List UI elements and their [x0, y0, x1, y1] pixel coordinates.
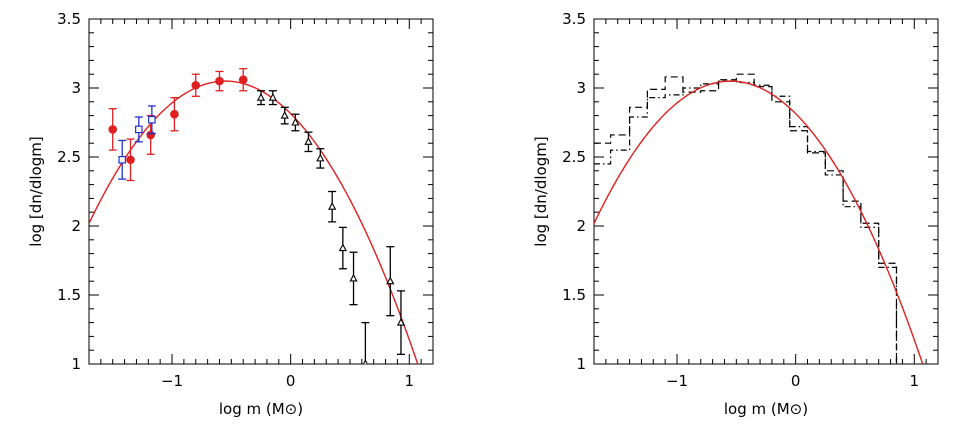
data-point-triangle: [338, 243, 347, 252]
data-point-circle: [191, 80, 201, 90]
x-tick-label: 0: [286, 372, 296, 390]
y-tick-label: 2.5: [57, 148, 81, 166]
x-tick-label: 0: [791, 372, 801, 390]
data-point-circle: [238, 75, 248, 85]
x-axis-label: log m (M⊙): [724, 400, 808, 418]
x-tick-label: −1: [666, 372, 688, 390]
data-point-square: [135, 125, 143, 134]
y-tick-label: 3.5: [57, 10, 81, 28]
data-point-circle: [146, 130, 155, 140]
data-point-square: [118, 155, 127, 164]
data-point-triangle: [256, 92, 266, 101]
y-axis-label: log [dn/dlogm]: [532, 136, 550, 246]
data-point-triangle: [316, 153, 325, 162]
data-point-triangle: [291, 117, 300, 126]
left-panel: −1 0 1 1 1.5 2 2.5 3 3.5 log m (M⊙) log [dn/dlogm]: [27, 10, 434, 418]
data-layer: [594, 73, 924, 364]
y-tick-label: 3: [576, 79, 586, 97]
y-tick-label: 1: [576, 355, 586, 373]
y-axis-label: log [dn/dlogm]: [27, 136, 45, 246]
y-tick-label: 1.5: [562, 286, 586, 304]
y-tick-label: 3.5: [562, 10, 586, 28]
data-point-triangle: [268, 92, 277, 101]
data-point-square: [148, 115, 156, 124]
data-point-circle: [108, 125, 118, 134]
y-tick-label: 2: [71, 217, 81, 235]
right-panel: −1 0 1 1 1.5 2 2.5 3 3.5 log m (M⊙) log [dn/dlogm]: [532, 10, 939, 418]
x-tick-label: 1: [910, 372, 920, 390]
fit-curve: [594, 80, 924, 364]
data-point-triangle: [396, 317, 406, 326]
data-point-circle: [126, 155, 135, 165]
y-tick-label: 3: [71, 79, 81, 97]
data-point-circle: [215, 76, 224, 86]
y-tick-label: 2: [576, 217, 586, 235]
data-point-triangle: [280, 110, 289, 119]
x-axis-label: log m (M⊙): [219, 400, 303, 418]
plot-frame: [88, 18, 434, 365]
data-layer: [89, 68, 419, 364]
y-tick-label: 1: [71, 355, 81, 373]
y-tick-label: 1.5: [57, 286, 81, 304]
data-point-triangle: [304, 137, 313, 145]
data-point-circle: [170, 109, 179, 119]
plot-frame: [593, 18, 939, 365]
y-tick-label: 2.5: [562, 148, 586, 166]
histogram-dashed: [594, 73, 898, 364]
x-tick-label: −1: [161, 372, 183, 390]
histogram-dotdash: [594, 80, 898, 364]
data-point-triangle: [386, 276, 395, 285]
data-point-triangle: [328, 202, 337, 210]
x-tick-label: 1: [405, 372, 415, 390]
data-point-triangle: [349, 273, 358, 282]
data-point-triangle: [362, 359, 368, 364]
